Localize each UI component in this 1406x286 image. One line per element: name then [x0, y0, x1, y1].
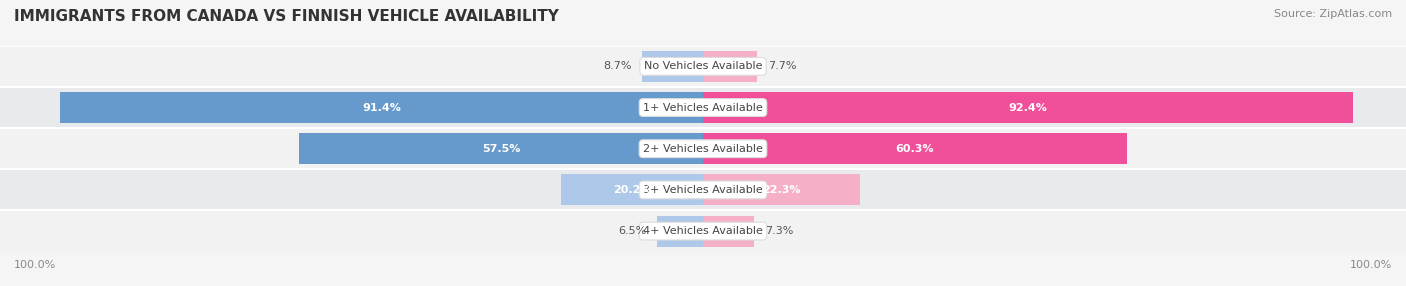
- Text: 3+ Vehicles Available: 3+ Vehicles Available: [643, 185, 763, 195]
- Text: 6.5%: 6.5%: [619, 226, 647, 236]
- Bar: [703, 216, 754, 247]
- Bar: [703, 174, 860, 205]
- Bar: [703, 51, 756, 82]
- Text: IMMIGRANTS FROM CANADA VS FINNISH VEHICLE AVAILABILITY: IMMIGRANTS FROM CANADA VS FINNISH VEHICL…: [14, 9, 560, 23]
- Text: 7.3%: 7.3%: [765, 226, 793, 236]
- Bar: [60, 92, 703, 123]
- Text: 100.0%: 100.0%: [1350, 260, 1392, 270]
- Text: 91.4%: 91.4%: [363, 103, 401, 112]
- Bar: [0, 46, 1406, 87]
- Bar: [703, 92, 1353, 123]
- Text: 100.0%: 100.0%: [14, 260, 56, 270]
- Text: 7.7%: 7.7%: [768, 61, 796, 71]
- Text: 20.2%: 20.2%: [613, 185, 651, 195]
- Text: 1+ Vehicles Available: 1+ Vehicles Available: [643, 103, 763, 112]
- Bar: [657, 216, 703, 247]
- Text: 60.3%: 60.3%: [896, 144, 934, 154]
- Bar: [298, 133, 703, 164]
- Bar: [561, 174, 703, 205]
- Bar: [0, 87, 1406, 128]
- Text: No Vehicles Available: No Vehicles Available: [644, 61, 762, 71]
- Text: 2+ Vehicles Available: 2+ Vehicles Available: [643, 144, 763, 154]
- Text: 8.7%: 8.7%: [603, 61, 631, 71]
- Bar: [0, 128, 1406, 169]
- Text: Source: ZipAtlas.com: Source: ZipAtlas.com: [1274, 9, 1392, 19]
- Text: 22.3%: 22.3%: [762, 185, 800, 195]
- Text: 57.5%: 57.5%: [482, 144, 520, 154]
- Text: 4+ Vehicles Available: 4+ Vehicles Available: [643, 226, 763, 236]
- Bar: [703, 133, 1128, 164]
- Text: 92.4%: 92.4%: [1008, 103, 1047, 112]
- Bar: [0, 169, 1406, 210]
- Bar: [0, 210, 1406, 252]
- Bar: [643, 51, 703, 82]
